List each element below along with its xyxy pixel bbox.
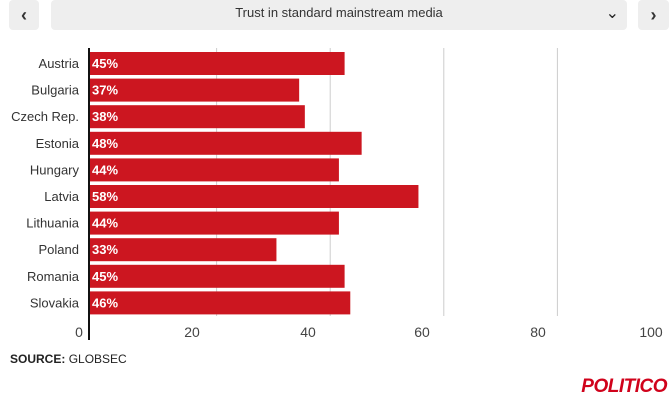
category-label: Estonia [36,136,80,151]
x-tick-label: 100 [639,324,663,340]
data-label: 44% [92,162,118,177]
category-label: Romania [27,269,80,284]
chevron-left-icon: ‹ [21,4,27,25]
category-label: Slovakia [30,295,80,310]
chevron-down-icon: ⌄ [605,5,619,22]
x-tick-label: 80 [530,324,546,340]
bar-lithuania [89,211,339,235]
data-label: 46% [92,295,118,310]
bar-poland [89,238,277,262]
data-label: 58% [92,189,118,204]
x-tick-label: 20 [184,324,200,340]
data-label: 48% [92,136,118,151]
category-label: Latvia [44,189,79,204]
source-value: GLOBSEC [68,352,127,366]
source-label: SOURCE: [10,352,66,366]
bar-slovakia [89,291,351,315]
bar-bulgaria [89,78,300,102]
category-label: Austria [39,56,80,71]
next-button[interactable]: › [638,0,669,30]
chart-controls: ‹ Trust in standard mainstream media ⌄ › [0,0,669,30]
bar-latvia [89,185,419,208]
data-label: 45% [92,56,118,71]
category-label: Lithuania [26,216,80,231]
category-label: Bulgaria [31,83,79,98]
bar-czech-rep- [89,105,305,129]
source-line: SOURCE: GLOBSEC [10,352,127,366]
bar-hungary [89,158,339,182]
selected-metric: Trust in standard mainstream media [235,5,443,20]
x-tick-label: 40 [300,324,316,340]
category-label: Poland [39,242,79,257]
metric-select[interactable]: Trust in standard mainstream media ⌄ [51,0,627,30]
data-label: 33% [92,242,118,257]
bar-estonia [89,131,362,155]
bar-austria [89,52,345,75]
x-tick-label: 60 [414,324,430,340]
chevron-right-icon: › [650,4,657,25]
data-label: 37% [92,83,118,98]
data-label: 44% [92,216,118,231]
politico-logo: POLITICO [581,376,667,397]
data-label: 38% [92,109,118,124]
x-tick-label: 0 [75,324,83,340]
category-label: Czech Rep. [11,109,79,124]
data-label: 45% [92,269,118,284]
previous-button[interactable]: ‹ [9,0,39,30]
bar-romania [89,264,345,288]
category-label: Hungary [30,162,80,177]
bar-chart: Austria 45% Bulgaria 37% Czech Rep. 38% Estoni… [11,48,663,340]
